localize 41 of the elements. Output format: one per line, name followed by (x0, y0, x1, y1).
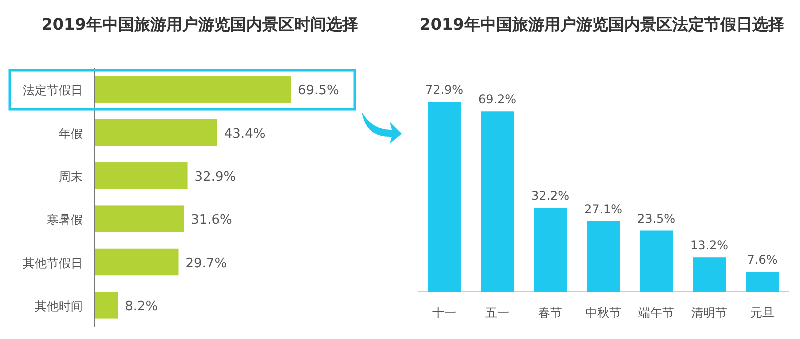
bar (640, 230, 673, 292)
x-tick-label: 中秋节 (586, 306, 622, 320)
bar (428, 102, 461, 292)
data-label: 31.6% (191, 213, 232, 228)
y-tick-label: 其他节假日 (23, 256, 83, 270)
bar (693, 258, 726, 292)
bar (95, 119, 218, 146)
bar (587, 221, 620, 292)
data-label: 7.6% (747, 253, 778, 268)
data-label: 29.7% (186, 256, 228, 272)
x-tick-label: 清明节 (692, 306, 728, 320)
data-label: 69.5% (298, 84, 340, 99)
y-tick-label: 寒暑假 (47, 213, 83, 228)
data-label: 23.5% (637, 212, 676, 226)
x-tick-label: 端午节 (638, 306, 674, 320)
bar (95, 206, 184, 232)
bar (746, 272, 779, 292)
chart-title: 2019年中国旅游用户游览国内景区法定节假日选择 (420, 15, 784, 34)
bar (95, 76, 291, 103)
data-label: 32.2% (531, 189, 570, 204)
chart-title: 2019年中国旅游用户游览国内景区时间选择 (42, 15, 358, 34)
x-tick-label: 元旦 (750, 306, 774, 320)
data-label: 13.2% (690, 238, 729, 253)
y-tick-label: 周末 (59, 170, 83, 184)
bar (95, 292, 118, 319)
bar (534, 208, 567, 292)
data-label: 72.9% (425, 83, 464, 97)
y-tick-label: 法定节假日 (23, 84, 83, 98)
y-tick-label: 年假 (59, 126, 83, 141)
bar (95, 162, 188, 190)
data-label: 32.9% (194, 170, 236, 185)
y-tick-label: 其他时间 (35, 299, 83, 314)
data-label: 27.1% (584, 202, 623, 216)
x-tick-label: 五一 (486, 306, 510, 320)
x-tick-label: 春节 (538, 306, 562, 320)
bar (481, 112, 514, 292)
x-tick-label: 十一 (432, 306, 456, 320)
bar (95, 248, 179, 276)
data-label: 69.2% (478, 92, 517, 107)
data-label: 8.2% (125, 299, 158, 314)
data-label: 43.4% (224, 126, 266, 142)
